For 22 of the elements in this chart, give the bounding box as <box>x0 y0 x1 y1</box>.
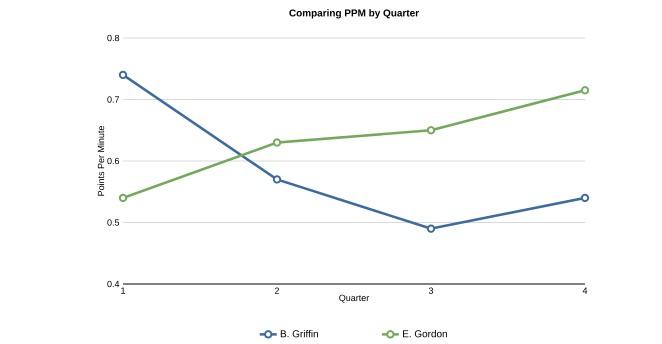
x-axis-title: Quarter <box>339 294 370 303</box>
x-tick-label: 2 <box>274 288 280 294</box>
x-tick-label: 4 <box>582 288 588 294</box>
y-tick-label: 0.4 <box>107 280 120 288</box>
y-tick-label: 0.7 <box>107 96 120 103</box>
y-tick-label: 0.8 <box>107 34 120 42</box>
point <box>118 70 128 80</box>
point <box>118 194 128 202</box>
y-tick-label: 0.5 <box>107 219 120 226</box>
x-tick-label: 1 <box>121 288 126 294</box>
legend-label: E. Gordon <box>402 330 447 338</box>
point <box>580 194 590 202</box>
y-tick-label: 0.6 <box>107 158 120 164</box>
legend-label: B. Griffin <box>280 330 318 338</box>
y-axis-title: Points Per Minute <box>98 126 104 196</box>
point <box>272 138 282 147</box>
x-tick-label: 3 <box>428 288 434 294</box>
point <box>580 86 590 94</box>
point <box>272 175 282 184</box>
chart-title: Comparing PPM by Quarter <box>289 9 419 18</box>
point <box>426 224 436 233</box>
point <box>426 126 436 134</box>
